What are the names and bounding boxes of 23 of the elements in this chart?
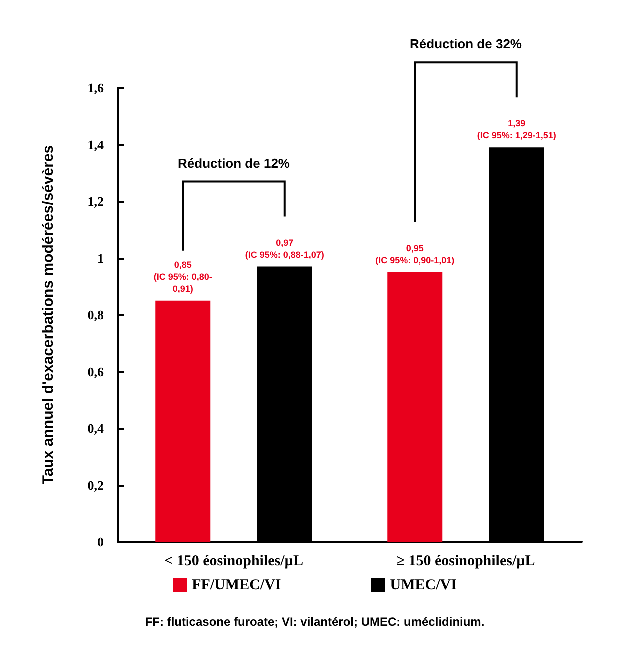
y-tick-label: 0,8 — [88, 308, 104, 322]
y-tick-label: 0,2 — [88, 478, 104, 493]
bar — [156, 300, 211, 542]
bar — [388, 272, 443, 542]
y-tick-label: 0,4 — [88, 421, 104, 436]
x-tick-label: ≥ 150 éosinophiles/µL — [396, 554, 536, 570]
y-tick-label: 1,4 — [88, 137, 104, 152]
y-tick-label: 1 — [98, 250, 104, 266]
y-axis-title: Taux annuel d'exacerbations modérées/sévères — [40, 145, 57, 485]
text: Réduction de 32% — [410, 36, 522, 52]
y-tick-label: 1,2 — [88, 194, 104, 209]
legend-label: UMEC/VI — [390, 578, 458, 594]
data-label: 0,97 (IC 95%: 0,88-1,07) — [245, 238, 324, 260]
legend-label: FF/UMEC/VI — [192, 578, 282, 594]
y-tick-label: 0 — [98, 534, 104, 550]
data-label: 0,95 (IC 95%: 0,90-1,01) — [376, 243, 455, 266]
annotation: Réduction de 12% — [178, 156, 290, 171]
data-label: 1,39 (IC 95%: 1,29-1,51) — [477, 118, 556, 141]
x-tick-label: < 150 éosinophiles/µL — [164, 554, 304, 570]
text: FF: fluticasone furoate; VI: vilantérol; UMEC: uméclidinium. — [145, 615, 485, 629]
y-tick-label: 1,6 — [88, 80, 104, 96]
data-label: 0,85 (IC 95%: 0,80- 0,91) — [154, 260, 212, 294]
y-tick-label: 0,6 — [88, 364, 104, 380]
